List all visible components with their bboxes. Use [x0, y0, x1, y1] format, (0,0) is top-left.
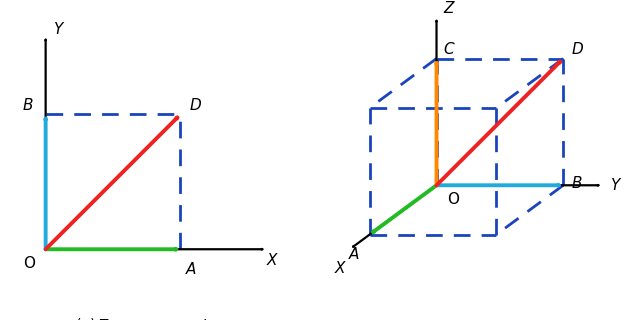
Text: Z: Z: [443, 1, 454, 16]
Text: A: A: [349, 247, 359, 262]
Text: C: C: [443, 42, 454, 57]
Text: B: B: [22, 98, 33, 113]
Text: X: X: [267, 253, 277, 268]
Text: Y: Y: [53, 22, 62, 37]
Text: B: B: [572, 176, 583, 191]
Text: O: O: [447, 192, 459, 207]
Text: X: X: [335, 261, 345, 276]
Text: Y: Y: [610, 178, 619, 193]
Text: D: D: [572, 42, 584, 57]
Text: (a) Two components: (a) Two components: [76, 318, 216, 320]
Text: O: O: [23, 256, 35, 271]
Text: D: D: [190, 98, 201, 113]
Text: A: A: [186, 262, 196, 277]
